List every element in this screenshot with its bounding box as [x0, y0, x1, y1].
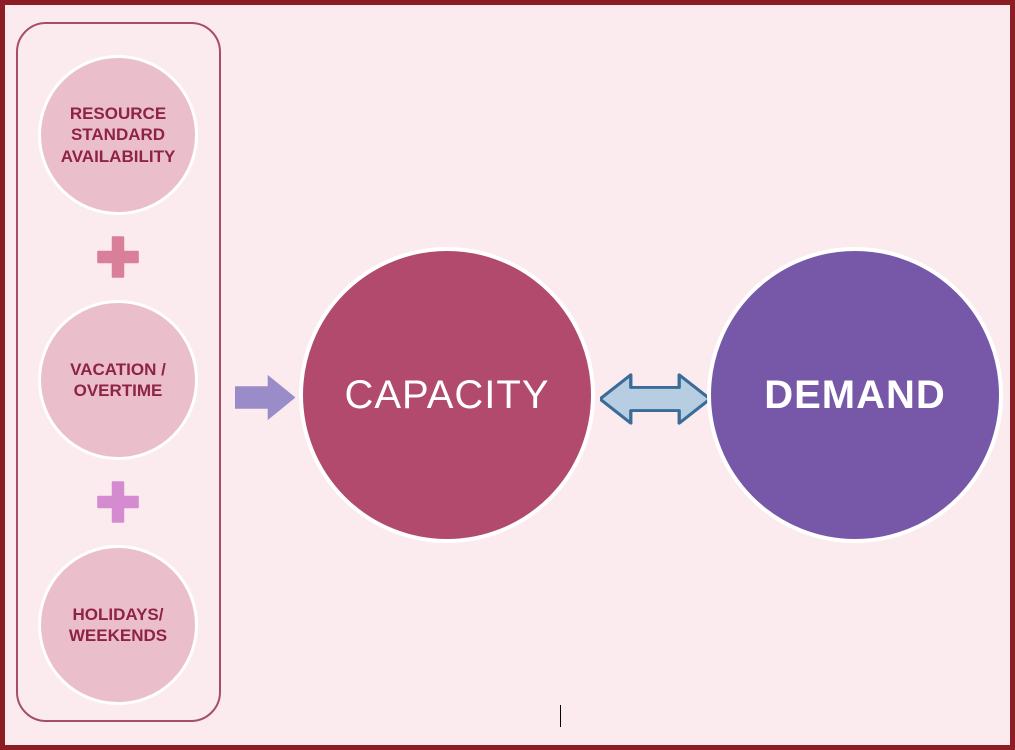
capacity-circle: CAPACITY: [299, 247, 595, 543]
plus-icon: [92, 231, 144, 283]
circle-vacation-overtime: VACATION / OVERTIME: [38, 300, 198, 460]
capacity-label: CAPACITY: [344, 373, 549, 418]
right-arrow-icon: [235, 370, 295, 425]
circle-label: RESOURCE STANDARD AVAILABILITY: [51, 103, 185, 167]
plus-icon: [92, 476, 144, 528]
circle-holidays-weekends: HOLIDAYS/ WEEKENDS: [38, 545, 198, 705]
text-cursor: [560, 705, 561, 727]
double-arrow-icon: [600, 370, 710, 428]
demand-circle: DEMAND: [707, 247, 1003, 543]
circle-resource-availability: RESOURCE STANDARD AVAILABILITY: [38, 55, 198, 215]
circle-label: VACATION / OVERTIME: [51, 359, 185, 402]
demand-label: DEMAND: [764, 373, 946, 418]
diagram-canvas: RESOURCE STANDARD AVAILABILITY VACATION …: [0, 0, 1015, 750]
circle-label: HOLIDAYS/ WEEKENDS: [51, 604, 185, 647]
